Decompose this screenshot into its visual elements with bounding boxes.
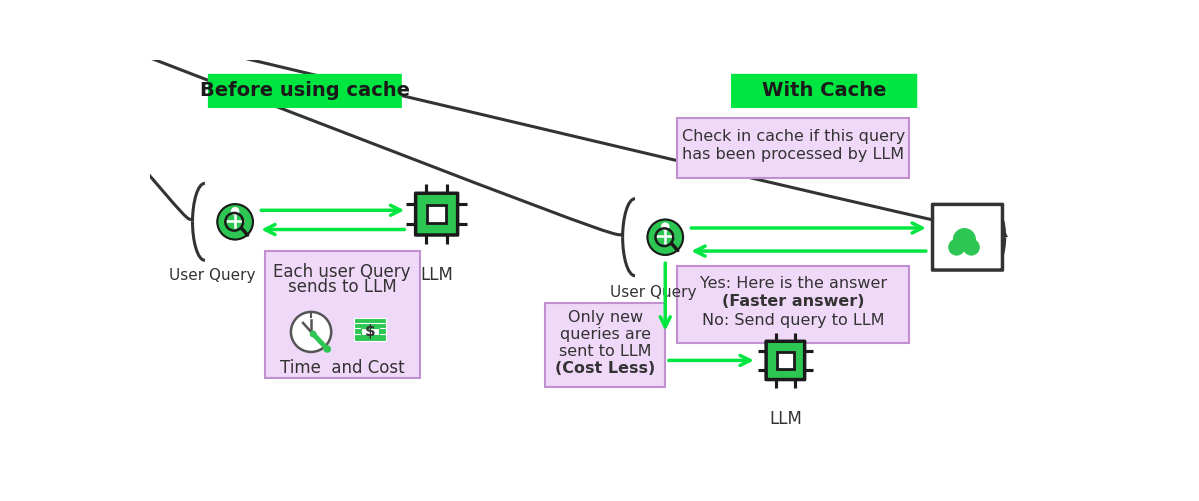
FancyBboxPatch shape	[416, 193, 458, 235]
Circle shape	[964, 239, 980, 255]
Circle shape	[231, 207, 239, 215]
FancyBboxPatch shape	[933, 204, 1002, 270]
FancyBboxPatch shape	[427, 205, 446, 223]
Text: (Faster answer): (Faster answer)	[722, 294, 864, 309]
Text: $: $	[364, 325, 375, 340]
FancyBboxPatch shape	[677, 267, 909, 344]
Text: LLM: LLM	[769, 410, 802, 428]
Text: Before using cache: Before using cache	[200, 82, 410, 100]
Text: Each user Query: Each user Query	[273, 263, 411, 281]
Circle shape	[953, 229, 975, 250]
FancyBboxPatch shape	[361, 328, 379, 335]
Text: Yes: Here is the answer: Yes: Here is the answer	[699, 276, 887, 291]
Text: Check in cache if this query: Check in cache if this query	[681, 129, 905, 144]
FancyBboxPatch shape	[677, 118, 909, 178]
Text: With Cache: With Cache	[761, 82, 886, 100]
Circle shape	[647, 219, 683, 255]
Circle shape	[291, 312, 331, 352]
FancyBboxPatch shape	[354, 329, 386, 335]
FancyBboxPatch shape	[354, 334, 386, 341]
Circle shape	[311, 331, 315, 337]
FancyBboxPatch shape	[777, 352, 794, 369]
Text: No: Send query to LLM: No: Send query to LLM	[701, 313, 885, 328]
Text: sent to LLM: sent to LLM	[559, 344, 651, 359]
Text: User Query: User Query	[169, 268, 255, 283]
FancyBboxPatch shape	[207, 74, 402, 108]
Text: User Query: User Query	[610, 285, 697, 300]
FancyBboxPatch shape	[354, 323, 386, 330]
Text: has been processed by LLM: has been processed by LLM	[682, 147, 904, 162]
Text: LLM: LLM	[420, 267, 453, 285]
Text: (Cost Less): (Cost Less)	[555, 361, 656, 376]
Text: sends to LLM: sends to LLM	[288, 278, 397, 296]
Text: queries are: queries are	[560, 327, 651, 342]
Circle shape	[948, 239, 964, 255]
FancyBboxPatch shape	[354, 318, 386, 325]
Circle shape	[217, 204, 253, 239]
Circle shape	[324, 346, 330, 352]
FancyBboxPatch shape	[731, 74, 917, 108]
FancyBboxPatch shape	[265, 251, 420, 378]
Text: Time  and Cost: Time and Cost	[279, 359, 404, 377]
Text: Only new: Only new	[567, 311, 643, 325]
FancyBboxPatch shape	[546, 303, 665, 387]
FancyBboxPatch shape	[766, 341, 805, 380]
Circle shape	[662, 223, 669, 230]
